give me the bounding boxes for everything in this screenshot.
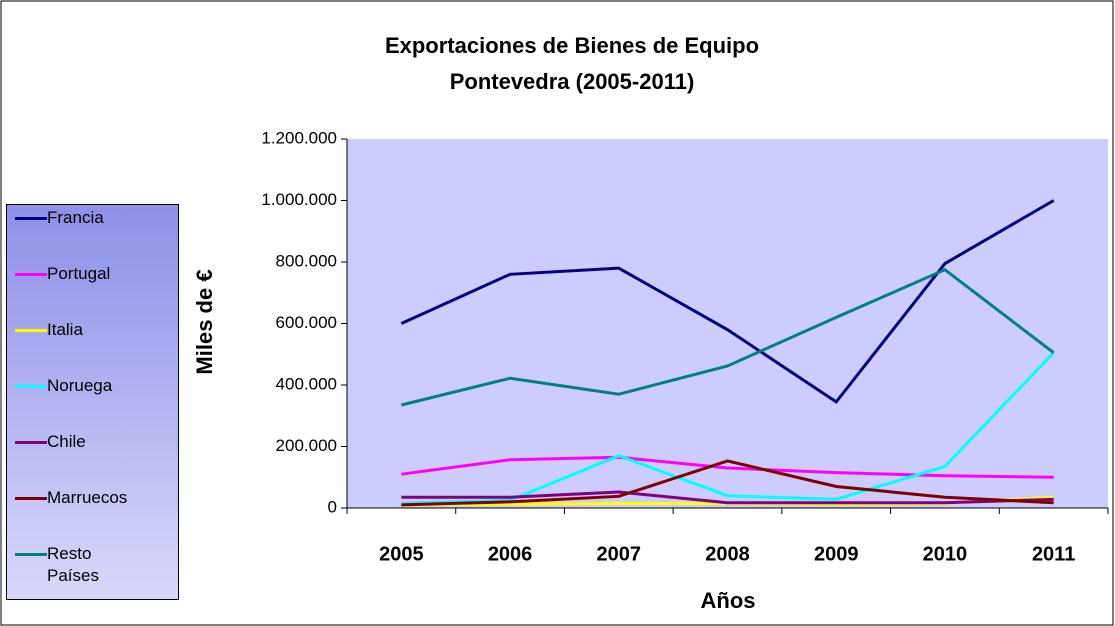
legend-item: Noruega <box>15 375 147 397</box>
plot-area <box>347 139 1108 508</box>
x-tick-label: 2010 <box>923 543 968 565</box>
chart-subtitle: Pontevedra (2005-2011) <box>450 69 695 94</box>
legend-swatch <box>15 497 47 500</box>
legend-item: Francia <box>15 207 147 229</box>
y-tick-label: 0 <box>328 497 337 516</box>
series-line <box>401 351 1055 505</box>
x-tick-label: 2009 <box>814 543 859 565</box>
legend-label: Italia <box>47 320 83 339</box>
y-tick-label: 200.000 <box>276 436 337 455</box>
legend-swatch <box>15 385 47 388</box>
y-tick-label: 800.000 <box>276 251 337 270</box>
legend-swatch <box>15 329 47 332</box>
legend-label: Noruega <box>47 376 113 395</box>
legend-item: Italia <box>15 319 147 341</box>
x-tick-label: 2006 <box>488 543 533 565</box>
series-line <box>401 490 1054 505</box>
legend-label: Francia <box>47 208 104 227</box>
legend: Francia Portugal Italia Noruega Chile Marruec… <box>6 204 179 600</box>
y-tick-label: 1.000.000 <box>261 190 337 209</box>
x-tick-label: 2011 <box>1032 543 1075 565</box>
x-axis-label: Años <box>701 588 756 613</box>
legend-label: Marruecos <box>47 488 128 507</box>
series-line <box>401 455 1054 479</box>
legend-label: Chile <box>47 432 86 451</box>
y-axis-label: Miles de € <box>192 269 217 374</box>
legend-swatch <box>15 553 47 556</box>
legend-label: Resto Países <box>47 544 99 585</box>
chart-title: Exportaciones de Bienes de Equipo <box>385 33 759 58</box>
x-tick-label: 2008 <box>705 543 750 565</box>
legend-item: Marruecos <box>15 487 147 509</box>
series-line <box>401 459 1054 507</box>
legend-item: Portugal <box>15 263 147 285</box>
y-tick-label: 1.200.000 <box>261 128 337 147</box>
x-tick-label: 2007 <box>597 543 642 565</box>
legend-swatch <box>15 273 47 276</box>
y-tick-label: 400.000 <box>276 374 337 393</box>
legend-label: Portugal <box>47 264 111 283</box>
series-line <box>400 267 1055 407</box>
legend-item: Resto Países <box>15 543 147 587</box>
legend-swatch <box>15 441 47 444</box>
x-tick-label: 2005 <box>379 543 424 565</box>
legend-swatch <box>15 217 47 220</box>
y-tick-label: 600.000 <box>276 313 337 332</box>
series-line <box>400 199 1055 404</box>
legend-item: Chile <box>15 431 147 453</box>
